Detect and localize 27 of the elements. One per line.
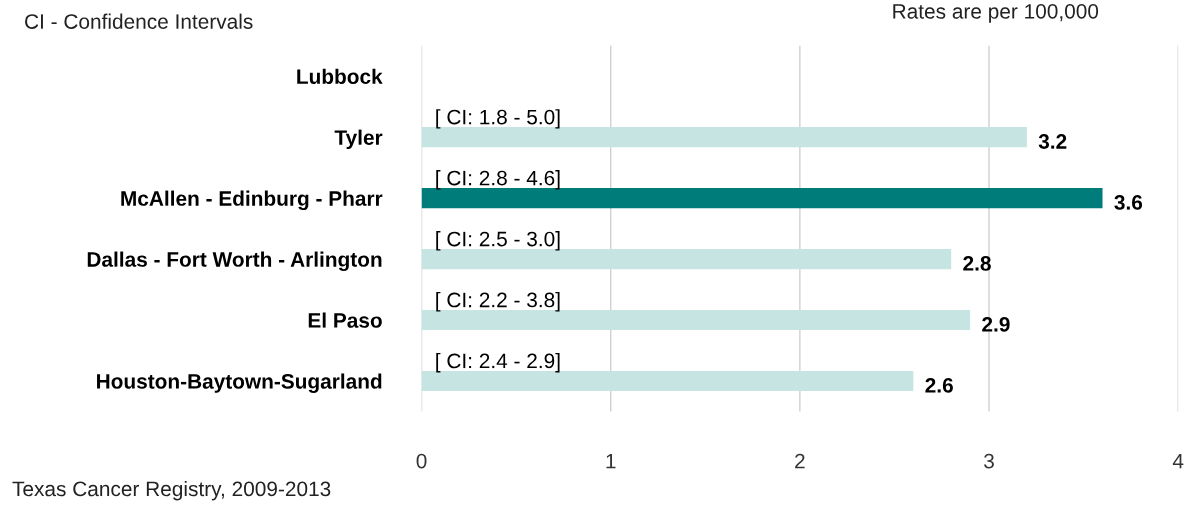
data-label: 3.6: [1114, 195, 1143, 210]
x-tick-label: 4: [1172, 453, 1184, 469]
y-tick-label: El Paso: [308, 312, 382, 328]
y-tick-label: McAllen - Edinburg - Pharr: [121, 190, 383, 211]
annotation: [ CI: 2.5 - 3.0]: [436, 231, 560, 251]
x-tick-label: 1: [606, 453, 616, 469]
data-label: 3.2: [1038, 134, 1067, 149]
text: CI - Confidence Intervals: [25, 13, 253, 29]
annotation: [ CI: 1.8 - 5.0]: [436, 109, 560, 129]
text: Texas Cancer Registry, 2009-2013: [12, 480, 331, 501]
data-label: 2.8: [963, 256, 991, 271]
x-tick-label: 0: [416, 453, 427, 469]
x-tick-label: 2: [795, 453, 805, 469]
annotation: [ CI: 2.2 - 3.8]: [436, 292, 560, 312]
annotation: [ CI: 2.8 - 4.6]: [436, 170, 560, 190]
y-tick-label: Lubbock: [297, 68, 383, 84]
y-tick-label: Tyler: [334, 129, 383, 150]
y-tick-label: Houston-Baytown-Sugarland: [97, 373, 382, 393]
y-tick-label: Dallas - Fort Worth - Arlington: [87, 251, 382, 272]
text: Rates are per 100,000: [893, 3, 1099, 23]
bar: [421, 249, 952, 270]
annotation: [ CI: 2.4 - 2.9]: [436, 353, 560, 373]
x-tick-label: 3: [984, 453, 994, 469]
bar: [421, 188, 1103, 209]
data-label: 2.6: [925, 377, 953, 393]
bar: [421, 127, 1027, 148]
data-label: 2.9: [982, 316, 1010, 332]
